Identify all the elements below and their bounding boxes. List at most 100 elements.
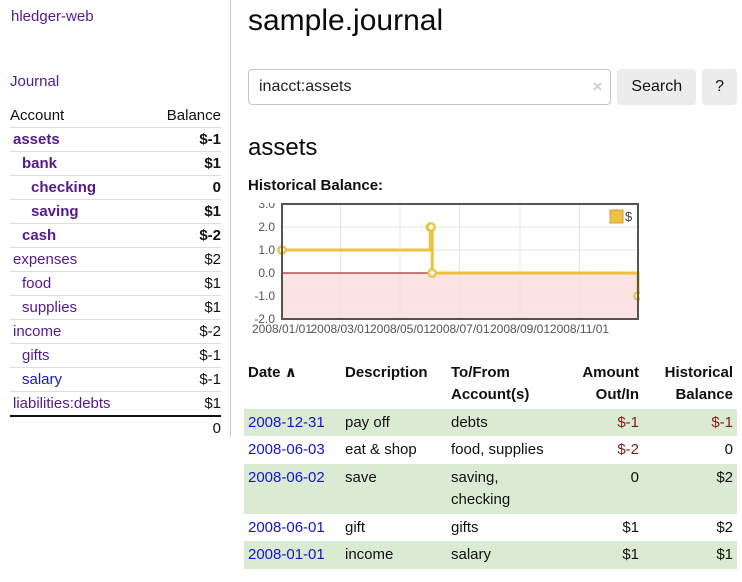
column-header-description: Description bbox=[345, 364, 428, 381]
account-balance: $-1 bbox=[147, 367, 221, 392]
account-row: supplies $1 bbox=[10, 295, 221, 320]
chart-legend: $ bbox=[609, 209, 633, 224]
transaction-date-cell: 2008-06-01 bbox=[244, 514, 341, 542]
transaction-description: gift bbox=[345, 518, 366, 536]
historical-balance-chart: $3.0 2.0 1.0 0.0 -1.0 -2.0 2008/01/01 2008/03/0… bbox=[248, 197, 643, 339]
account-row: checking 0 bbox=[10, 175, 221, 200]
transaction-date-link[interactable]: 2008-06-03 bbox=[248, 441, 325, 459]
transaction-amount: $-2 bbox=[617, 441, 639, 459]
chart-title: Historical Balance: bbox=[248, 177, 384, 194]
account-link[interactable]: food bbox=[22, 275, 52, 292]
svg-text:2008/03/01: 2008/03/01 bbox=[310, 322, 370, 336]
account-link[interactable]: saving bbox=[31, 203, 79, 220]
account-link[interactable]: expenses bbox=[13, 251, 78, 268]
svg-text:2.0: 2.0 bbox=[258, 220, 275, 234]
account-link[interactable]: supplies bbox=[22, 299, 78, 316]
transaction-amount: $1 bbox=[622, 518, 639, 536]
transaction-accounts: food, supplies bbox=[451, 441, 544, 459]
transaction-description: eat & shop bbox=[345, 441, 417, 459]
account-row: saving $1 bbox=[10, 199, 221, 224]
accounts-total-value: 0 bbox=[147, 415, 221, 440]
sidebar-item-journal[interactable]: Journal bbox=[10, 73, 60, 90]
column-header-balance: Historical Balance bbox=[664, 364, 733, 403]
account-row: bank $1 bbox=[10, 151, 221, 176]
transaction-date-link[interactable]: 2008-01-01 bbox=[248, 546, 325, 564]
account-balance: $1 bbox=[147, 151, 221, 176]
svg-text:1.0: 1.0 bbox=[258, 243, 275, 257]
search-bar: × Search ? bbox=[248, 69, 737, 105]
transaction-accounts: gifts bbox=[451, 518, 479, 536]
chart-canvas: $3.0 2.0 1.0 0.0 -1.0 -2.02008/01/012008/03/0… bbox=[252, 197, 643, 336]
transaction-amount: $1 bbox=[622, 546, 639, 564]
account-balance: $1 bbox=[147, 295, 221, 320]
sidebar: hledger-web Journal Account Balance asse… bbox=[0, 0, 231, 440]
transaction-description: income bbox=[345, 546, 394, 564]
accounts-total-row: 0 bbox=[10, 415, 221, 440]
register-table: Date ∧ Description To/From Account(s) Am… bbox=[244, 359, 737, 569]
column-header-date[interactable]: Date ∧ bbox=[248, 364, 297, 381]
transaction-balance: $2 bbox=[716, 469, 733, 486]
account-link[interactable]: bank bbox=[22, 155, 58, 172]
account-row: assets $-1 bbox=[10, 127, 221, 152]
svg-text:3.0: 3.0 bbox=[258, 203, 275, 211]
svg-text:0.0: 0.0 bbox=[258, 266, 275, 280]
transaction-row: 2008-06-02 save saving, checking 0 $2 bbox=[244, 464, 737, 514]
transaction-row: 2008-06-01 gift gifts $1 $2 bbox=[244, 514, 737, 542]
account-balance: $-2 bbox=[147, 319, 221, 344]
account-balance: $1 bbox=[147, 391, 221, 416]
svg-text:-1.0: -1.0 bbox=[254, 289, 275, 303]
svg-text:2008/05/01: 2008/05/01 bbox=[370, 322, 430, 336]
account-link[interactable]: gifts bbox=[22, 347, 50, 364]
search-input[interactable] bbox=[248, 69, 612, 105]
account-balance: 0 bbox=[147, 175, 221, 200]
transaction-balance: $2 bbox=[716, 518, 733, 536]
svg-text:2008/07/01: 2008/07/01 bbox=[429, 322, 489, 336]
page-title: sample.journal bbox=[248, 4, 444, 37]
transaction-description: save bbox=[345, 469, 377, 486]
help-button[interactable]: ? bbox=[702, 69, 737, 105]
transaction-balance: $-1 bbox=[711, 413, 733, 431]
account-balance: $-1 bbox=[147, 343, 221, 368]
account-link[interactable]: salary bbox=[22, 371, 63, 388]
account-link[interactable]: checking bbox=[31, 179, 97, 196]
transaction-accounts: saving, checking bbox=[451, 469, 511, 508]
account-balance: $1 bbox=[147, 199, 221, 224]
transaction-date-cell: 2008-12-31 bbox=[244, 409, 341, 437]
transaction-date-link[interactable]: 2008-06-01 bbox=[248, 518, 325, 536]
accounts-table: Account Balance assets $-1 bank $1 checking 0… bbox=[10, 104, 221, 440]
account-row: gifts $-1 bbox=[10, 343, 221, 368]
svg-text:2008/11/01: 2008/11/01 bbox=[550, 322, 609, 336]
svg-text:2008/09/01: 2008/09/01 bbox=[490, 322, 550, 336]
account-link[interactable]: liabilities:debts bbox=[13, 395, 111, 412]
transaction-date-cell: 2008-06-02 bbox=[244, 464, 341, 514]
svg-text:-2.0: -2.0 bbox=[254, 312, 275, 326]
search-button[interactable]: Search bbox=[617, 69, 697, 105]
account-link[interactable]: income bbox=[13, 323, 62, 340]
transaction-row: 2008-12-31 pay off debts $-1 $-1 bbox=[244, 408, 737, 437]
transaction-date-cell: 2008-06-03 bbox=[244, 436, 341, 464]
account-row: expenses $2 bbox=[10, 247, 221, 272]
account-row: cash $-2 bbox=[10, 223, 221, 248]
account-balance: $-2 bbox=[147, 223, 221, 248]
account-link[interactable]: cash bbox=[22, 227, 57, 244]
account-row: salary $-1 bbox=[10, 367, 221, 392]
app-title-link[interactable]: hledger-web bbox=[11, 8, 94, 25]
transaction-description: pay off bbox=[345, 413, 390, 431]
clear-search-icon[interactable]: × bbox=[592, 77, 603, 96]
transaction-accounts: debts bbox=[451, 413, 488, 431]
transaction-balance: 0 bbox=[724, 441, 733, 459]
transaction-accounts: salary bbox=[451, 546, 492, 564]
transaction-balance: $1 bbox=[716, 546, 733, 564]
main-content: sample.journal × Search ? assets Histori… bbox=[244, 0, 737, 569]
account-heading: assets bbox=[248, 134, 318, 161]
account-row: liabilities:debts $1 bbox=[10, 391, 221, 416]
column-header-amount: Amount Out/In bbox=[582, 364, 639, 403]
account-balance: $1 bbox=[147, 271, 221, 296]
transaction-row: 2008-01-01 income salary $1 $1 bbox=[244, 541, 737, 569]
transaction-date-link[interactable]: 2008-06-02 bbox=[248, 469, 325, 486]
transaction-row: 2008-06-03 eat & shop food, supplies $-2 0 bbox=[244, 436, 737, 464]
transaction-amount: 0 bbox=[630, 469, 639, 486]
accounts-header-balance: Balance bbox=[166, 107, 221, 124]
account-link[interactable]: assets bbox=[13, 131, 60, 148]
transaction-date-link[interactable]: 2008-12-31 bbox=[248, 413, 325, 431]
